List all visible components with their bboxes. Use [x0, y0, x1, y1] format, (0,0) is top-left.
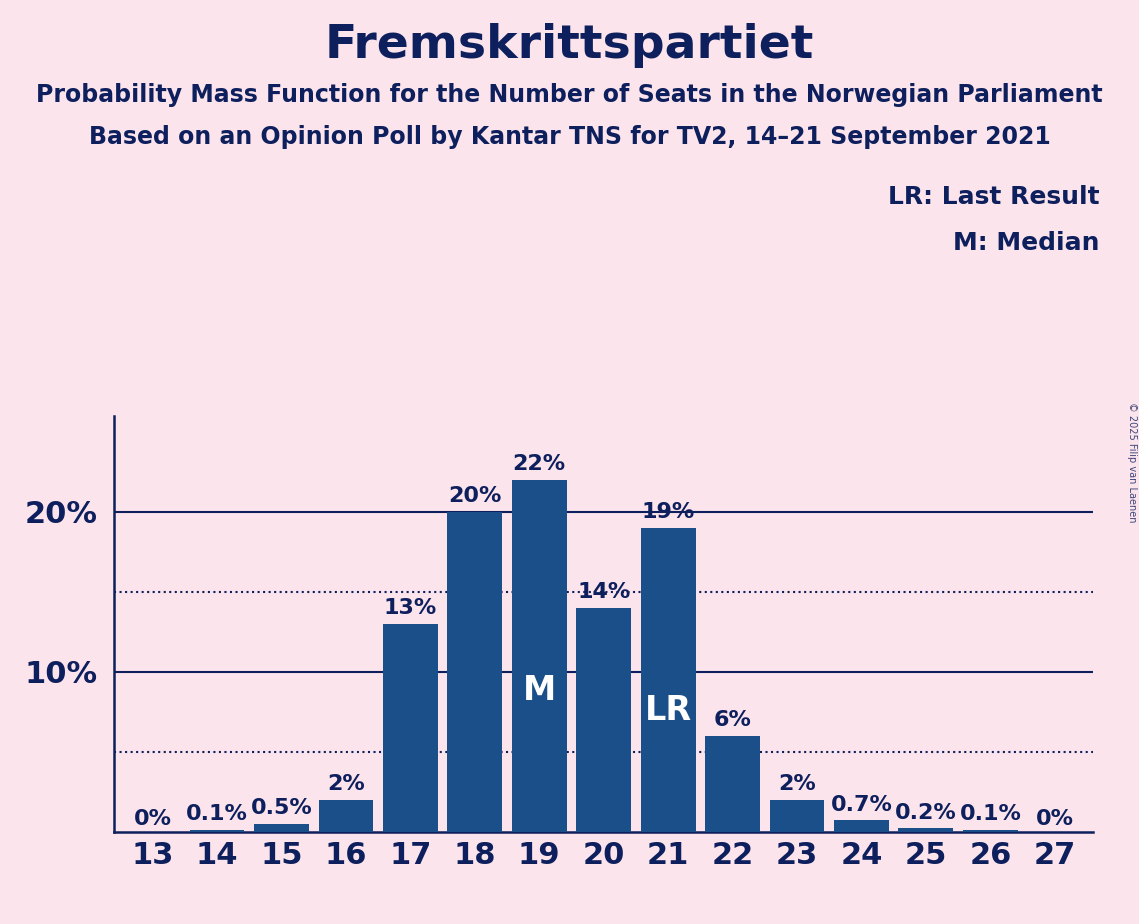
Bar: [448, 512, 502, 832]
Text: M: M: [523, 675, 556, 708]
Bar: [319, 799, 374, 832]
Text: 0.7%: 0.7%: [830, 795, 892, 815]
Bar: [899, 829, 953, 832]
Text: 19%: 19%: [641, 502, 695, 522]
Text: 0.1%: 0.1%: [959, 805, 1022, 824]
Bar: [511, 480, 566, 832]
Bar: [834, 821, 888, 832]
Bar: [705, 736, 760, 832]
Text: LR: LR: [645, 694, 691, 726]
Text: 13%: 13%: [384, 598, 437, 618]
Text: LR: Last Result: LR: Last Result: [887, 185, 1099, 209]
Bar: [641, 528, 696, 832]
Text: 2%: 2%: [778, 774, 816, 794]
Text: 22%: 22%: [513, 455, 566, 474]
Text: Based on an Opinion Poll by Kantar TNS for TV2, 14–21 September 2021: Based on an Opinion Poll by Kantar TNS f…: [89, 125, 1050, 149]
Text: 2%: 2%: [327, 774, 364, 794]
Text: 20%: 20%: [448, 486, 501, 506]
Bar: [962, 830, 1018, 832]
Text: Probability Mass Function for the Number of Seats in the Norwegian Parliament: Probability Mass Function for the Number…: [36, 83, 1103, 107]
Text: 0.5%: 0.5%: [251, 798, 312, 818]
Text: M: Median: M: Median: [952, 231, 1099, 255]
Text: © 2025 Filip van Laenen: © 2025 Filip van Laenen: [1126, 402, 1137, 522]
Text: 0.2%: 0.2%: [895, 803, 957, 822]
Text: Fremskrittspartiet: Fremskrittspartiet: [325, 23, 814, 68]
Text: 0%: 0%: [1035, 809, 1074, 829]
Bar: [254, 823, 309, 832]
Bar: [383, 624, 437, 832]
Text: 0%: 0%: [133, 809, 172, 829]
Bar: [189, 830, 245, 832]
Bar: [770, 799, 825, 832]
Text: 0.1%: 0.1%: [186, 805, 248, 824]
Text: 6%: 6%: [714, 710, 752, 730]
Bar: [576, 608, 631, 832]
Text: 14%: 14%: [577, 582, 630, 602]
